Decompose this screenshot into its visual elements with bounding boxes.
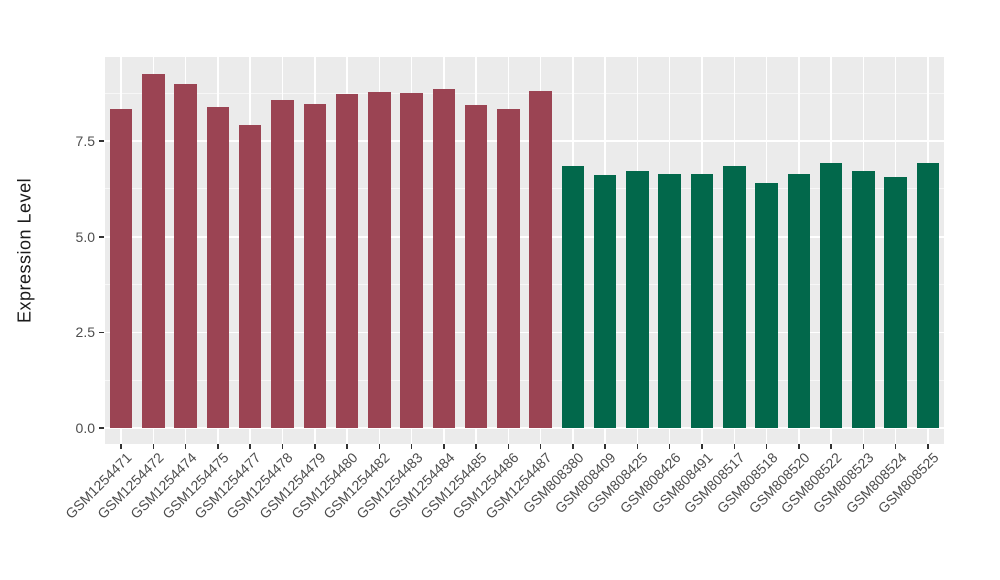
x-tick-mark xyxy=(604,444,606,449)
x-tick-mark xyxy=(152,444,155,449)
bar xyxy=(109,108,133,428)
x-tick-mark xyxy=(765,444,768,449)
bar xyxy=(690,173,714,428)
x-tick-mark xyxy=(314,444,316,449)
y-tick-mark xyxy=(99,236,104,238)
x-tick-mark xyxy=(184,444,187,449)
x-tick-mark xyxy=(475,444,477,449)
bar xyxy=(335,94,359,428)
gridline-major xyxy=(105,236,944,238)
x-tick-mark xyxy=(572,444,574,449)
gridline-minor xyxy=(105,379,944,381)
x-tick-mark xyxy=(443,444,445,449)
gridline-major xyxy=(105,331,944,334)
bar xyxy=(271,100,294,428)
y-tick-mark xyxy=(99,427,104,429)
bar xyxy=(852,171,875,428)
y-tick-label: 5.0 xyxy=(75,228,95,245)
bar xyxy=(368,92,391,428)
x-tick-mark xyxy=(217,444,219,449)
bar xyxy=(529,91,552,428)
bar xyxy=(464,104,488,428)
gridline-major xyxy=(105,427,944,429)
x-tick-mark xyxy=(346,444,348,449)
bar xyxy=(497,108,520,428)
bar xyxy=(626,170,649,428)
gridline-major xyxy=(105,140,944,142)
gridline-minor xyxy=(105,92,944,94)
bar xyxy=(142,74,165,428)
x-tick-mark xyxy=(410,444,413,449)
x-tick-mark xyxy=(894,444,897,449)
y-tick-label: 2.5 xyxy=(75,324,95,341)
plot-panel xyxy=(105,57,944,444)
bar xyxy=(723,165,746,428)
bar xyxy=(238,124,262,428)
x-tick-mark xyxy=(927,444,929,449)
x-tick-mark xyxy=(862,444,865,449)
bar xyxy=(658,174,681,428)
y-tick-label: 7.5 xyxy=(75,133,95,150)
y-axis-title: Expression Level xyxy=(14,177,35,324)
x-tick-mark xyxy=(120,444,122,449)
bar xyxy=(303,104,326,428)
x-tick-mark xyxy=(733,444,735,449)
x-tick-mark xyxy=(539,444,542,449)
bar xyxy=(400,93,423,428)
bar xyxy=(884,177,907,428)
y-tick-mark xyxy=(99,331,104,334)
x-tick-mark xyxy=(830,444,832,449)
bar xyxy=(174,83,197,428)
bar xyxy=(819,163,843,428)
bar xyxy=(206,106,230,428)
x-tick-mark xyxy=(636,444,639,449)
bar xyxy=(593,175,617,428)
x-tick-mark xyxy=(668,444,671,449)
gridline-minor xyxy=(105,284,944,286)
x-tick-mark xyxy=(378,444,381,449)
bar xyxy=(432,88,456,428)
x-tick-mark xyxy=(507,444,510,449)
x-tick-mark xyxy=(281,444,284,449)
bar xyxy=(561,165,585,428)
y-tick-mark xyxy=(99,140,104,142)
bar xyxy=(787,173,811,428)
x-tick-mark xyxy=(249,444,251,449)
bar xyxy=(755,182,778,428)
x-tick-mark xyxy=(798,444,800,449)
gridline-minor xyxy=(105,188,944,190)
y-tick-label: 0.0 xyxy=(75,420,95,436)
bar xyxy=(916,162,940,428)
x-tick-mark xyxy=(701,444,703,449)
